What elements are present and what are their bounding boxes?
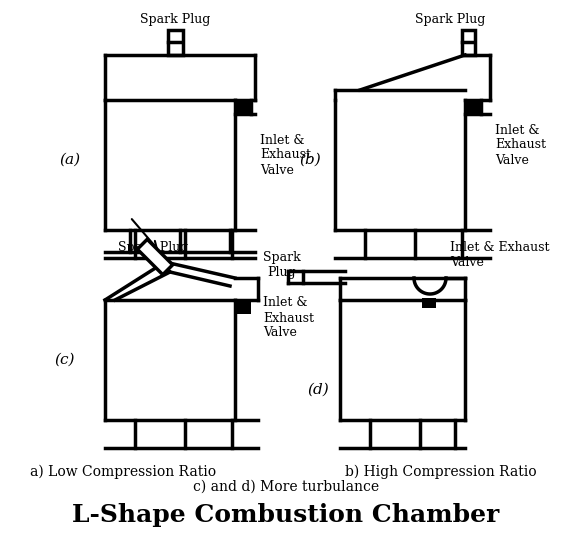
Text: (b): (b): [299, 153, 321, 167]
Text: (c): (c): [55, 353, 76, 367]
Text: Inlet &
Exhaust
Valve: Inlet & Exhaust Valve: [263, 296, 314, 340]
Bar: [168, 30, 183, 55]
Text: Inlet &
Exhaust
Valve: Inlet & Exhaust Valve: [260, 133, 311, 176]
Text: Inlet &
Exhaust
Valve: Inlet & Exhaust Valve: [495, 124, 546, 166]
Text: a) Low Compression Ratio: a) Low Compression Ratio: [30, 465, 216, 479]
Text: Inlet & Exhaust
Valve: Inlet & Exhaust Valve: [450, 241, 550, 269]
Text: Spark Plug: Spark Plug: [415, 13, 485, 27]
Bar: [422, 298, 436, 308]
Text: Spark Plug: Spark Plug: [140, 13, 210, 27]
Text: Spark
Plug: Spark Plug: [263, 251, 301, 279]
Text: (a): (a): [59, 153, 81, 167]
Bar: [467, 102, 481, 114]
Text: Spark Plug: Spark Plug: [118, 240, 188, 254]
Bar: [462, 30, 475, 55]
Text: c) and d) More turbulance: c) and d) More turbulance: [193, 480, 379, 494]
Bar: [137, 239, 173, 274]
Bar: [237, 302, 251, 314]
Text: (d): (d): [307, 383, 329, 397]
Text: b) High Compression Ratio: b) High Compression Ratio: [345, 465, 537, 479]
Text: L-Shape Combustion Chamber: L-Shape Combustion Chamber: [73, 503, 499, 527]
Bar: [237, 102, 251, 114]
